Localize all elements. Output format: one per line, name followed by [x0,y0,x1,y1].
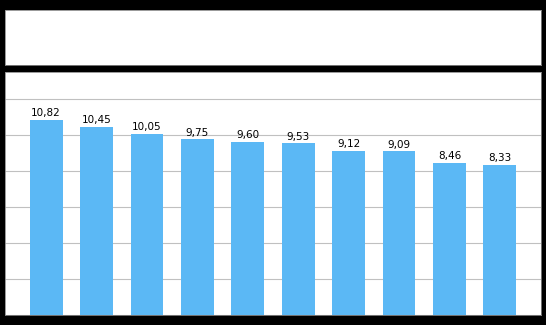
Bar [483,165,516,315]
Bar [433,162,466,315]
Bar [181,139,214,315]
Text: 9,09: 9,09 [388,140,411,150]
Text: 8,33: 8,33 [488,153,512,163]
Text: 10,05: 10,05 [132,122,162,132]
Text: 9,75: 9,75 [186,128,209,138]
Text: 9,53: 9,53 [287,132,310,142]
Text: 8,46: 8,46 [438,151,461,161]
Text: 9,12: 9,12 [337,139,360,149]
Bar [130,134,163,315]
Text: 10,45: 10,45 [82,115,111,125]
Bar [383,151,416,315]
Text: 9,60: 9,60 [236,130,259,140]
Bar [30,120,63,315]
Text: 10,82: 10,82 [31,109,61,118]
Bar [80,126,113,315]
Bar [332,150,365,315]
Bar [232,142,264,315]
Bar [282,143,314,315]
